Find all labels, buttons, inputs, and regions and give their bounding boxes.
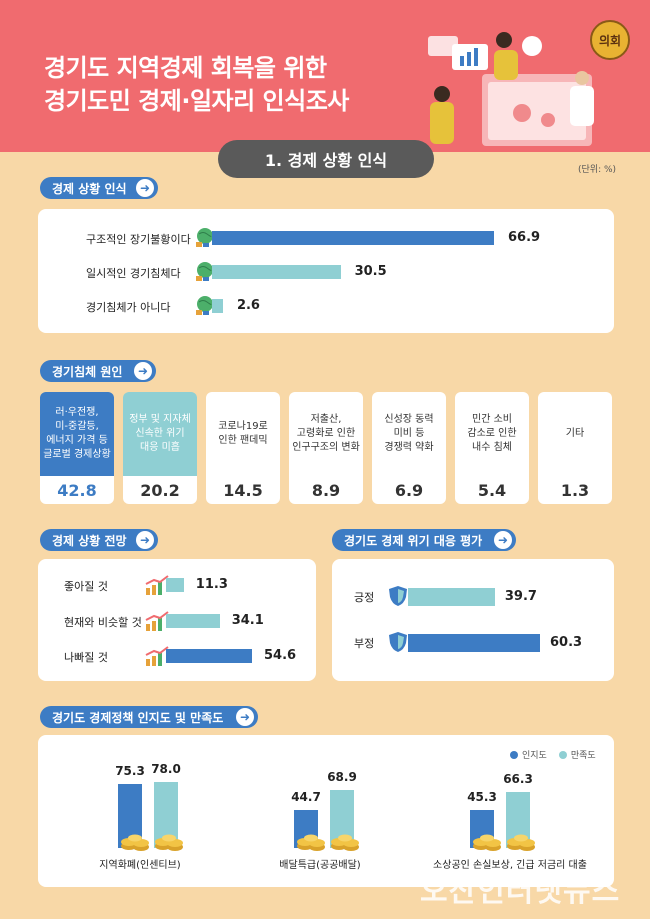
section-pill-recession-causes: 경기침체 원인 ➜ [40,360,156,382]
data-label: 8.9 [289,476,363,504]
globe-icon [196,262,213,281]
section-title: 경기도 경제 위기 대응 평가 [344,533,483,548]
bar-label: 부정 [354,637,375,650]
data-label: 68.9 [327,769,357,784]
data-label: 42.8 [40,476,114,504]
coins-icon [121,834,149,851]
chart-growth-icon [145,611,169,631]
category-label: 지역화폐(인센티브) [99,860,181,871]
council-seal: 의회 [590,20,630,60]
unit-label: (단위: %) [578,165,617,175]
data-label: 75.3 [115,764,145,779]
crisis-card [332,559,614,681]
category-label: 소상공인 손실보상, 긴급 저금리 대출 [433,860,587,871]
section-pill-economic-outlook: 경제 상황 전망 ➜ [40,529,158,551]
arrow-right-icon: ➜ [494,531,512,549]
data-label: 78.0 [151,762,181,776]
bar [408,634,540,652]
chart-growth-icon [145,646,169,666]
globe-icon [196,296,213,315]
data-label: 11.3 [195,577,228,592]
bar [212,265,341,279]
section-title: 경제 상황 인식 [52,181,127,196]
cause-label-text: 러·우전쟁, 미-중갈등, 에너지 가격 등 글로벌 경제상황 [43,407,111,460]
bar [212,299,223,313]
page-title: 경기도 지역경제 회복을 위한 경기도민 경제·일자리 인식조사 [44,52,349,118]
cause-label: 민간 소비 감소로 인한 내수 침체 [455,392,529,476]
shield-icon [389,586,407,606]
legend-label-awareness: 인지도 [522,751,547,761]
data-label: 44.7 [291,790,321,805]
arrow-right-icon: ➜ [136,179,154,197]
section-pill-crisis-response: 경기도 경제 위기 대응 평가 ➜ [332,529,516,551]
bar-label: 긍정 [354,591,375,604]
bar-label: 현재와 비슷할 것 [64,616,142,629]
cause-label-text: 코로나19로 인한 팬데믹 [218,421,268,446]
data-label: 5.4 [455,476,529,504]
bar-label: 경기침체가 아니다 [86,301,171,314]
coins-icon [507,834,535,851]
coins-icon [297,834,325,851]
cause-label: 정부 및 지자체 신속한 위기 대응 미흡 [123,392,197,476]
data-label: 2.6 [236,298,260,313]
data-label: 39.7 [504,589,537,604]
legend-label-satisfaction: 만족도 [570,751,596,761]
cause-label-text: 기타 [565,428,585,439]
coins-icon [331,834,359,851]
data-label: 60.3 [550,635,583,650]
bar-label: 일시적인 경기침체다 [86,267,181,280]
legend: 인지도 만족도 [510,748,596,761]
arrow-right-icon: ➜ [136,531,154,549]
category-label: 배달특급(공공배달) [279,860,361,871]
data-label: 6.9 [372,476,446,504]
cause-label: 저출산, 고령화로 인한 인구구조의 변화 [289,392,363,476]
data-label: 66.3 [503,771,533,786]
bar [212,231,494,245]
data-label: 30.5 [354,264,387,279]
coins-icon [155,834,183,851]
cause-label-text: 민간 소비 감소로 인한 내수 침체 [467,414,517,453]
data-label: 20.2 [123,476,197,504]
bar [166,649,252,663]
bar [166,614,220,628]
bar-label: 구조적인 장기불황이다 [86,233,191,246]
data-label: 1.3 [538,476,612,504]
section-title: 경기침체 원인 [52,364,123,379]
data-label: 34.1 [231,613,264,628]
chart-growth-icon [145,575,169,595]
title-line-2: 경기도민 경제·일자리 인식조사 [44,87,349,115]
coins-icon [473,834,501,851]
bar [166,578,184,592]
data-label: 66.9 [508,230,541,245]
bar [408,588,495,606]
cause-label-text: 저출산, 고령화로 인한 인구구조의 변화 [292,414,360,453]
legend-swatch-awareness [510,750,518,759]
section-title: 경제 상황 전망 [52,533,127,548]
cause-label-text: 정부 및 지자체 신속한 위기 대응 미흡 [129,414,191,453]
legend-swatch-satisfaction [558,750,567,759]
globe-icon [196,228,213,247]
cause-label: 신성장 동력 미비 등 경쟁력 약화 [372,392,446,476]
arrow-right-icon: ➜ [236,708,254,726]
bar-label: 좋아질 것 [64,580,108,593]
business-people-illustration [428,32,594,146]
cause-label: 기타 [538,392,612,476]
data-label: 14.5 [206,476,280,504]
bar-label: 나빠질 것 [64,651,108,664]
section-pill-economic-perception: 경제 상황 인식 ➜ [40,177,158,199]
section-pill-policy-awareness: 경기도 경제정책 인지도 및 만족도 ➜ [40,706,258,728]
cause-label: 코로나19로 인한 팬데믹 [206,392,280,476]
section-subtitle: 1. 경제 상황 인식 [218,140,434,178]
arrow-right-icon: ➜ [134,362,152,380]
watermark: 오산인터넷뉴스 [420,874,621,909]
data-label: 54.6 [264,648,297,663]
cause-label-text: 신성장 동력 미비 등 경쟁력 약화 [384,414,434,453]
section-title: 경기도 경제정책 인지도 및 만족도 [52,710,224,725]
data-label: 45.3 [467,789,497,804]
title-line-1: 경기도 지역경제 회복을 위한 [44,54,327,82]
shield-icon [389,632,407,652]
cause-label: 러·우전쟁, 미-중갈등, 에너지 가격 등 글로벌 경제상황 [40,392,114,476]
